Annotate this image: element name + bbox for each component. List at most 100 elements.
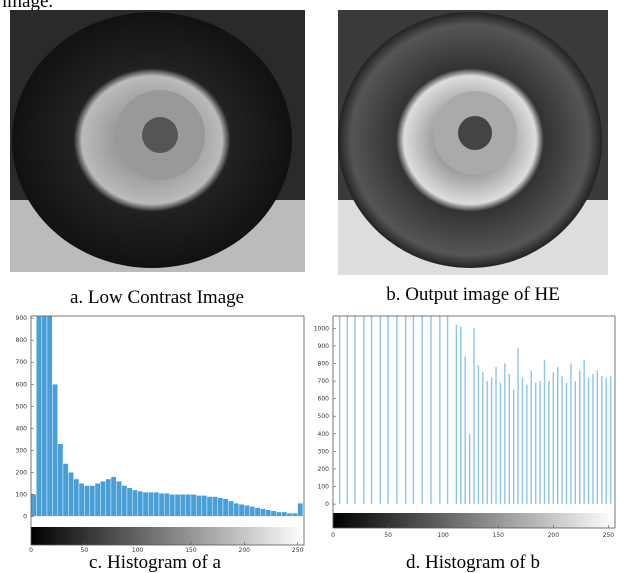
histogram-bar <box>212 497 217 517</box>
histogram-bar <box>207 497 212 517</box>
histogram-bar <box>116 481 121 516</box>
bar <box>557 367 558 504</box>
plot-area <box>31 316 304 545</box>
bar <box>500 383 501 504</box>
bar <box>422 316 423 504</box>
y-tick-label: 600 <box>318 396 330 403</box>
figure-page: image. a. Low Contrast Image b. Output i… <box>0 0 618 573</box>
y-tick-label: 1000 <box>314 325 329 332</box>
histogram-bar <box>138 491 143 516</box>
y-tick-label: 900 <box>318 343 330 350</box>
bar <box>539 381 540 504</box>
histogram-bar <box>228 501 233 516</box>
histogram-bar <box>42 316 47 516</box>
bar <box>456 325 457 504</box>
histogram-bar <box>239 504 244 516</box>
histogram-bar <box>122 486 127 517</box>
y-tick-label: 700 <box>16 359 28 366</box>
y-tick-label: 900 <box>16 315 28 322</box>
histogram-bar <box>244 505 249 516</box>
bar <box>347 316 348 504</box>
bar <box>544 360 545 504</box>
bar <box>464 356 465 504</box>
histogram-bar <box>276 512 281 516</box>
bar <box>561 376 562 504</box>
bar <box>597 370 598 504</box>
bar <box>553 372 554 504</box>
bar <box>513 390 514 504</box>
bar <box>575 381 576 504</box>
histogram-bar <box>148 492 153 516</box>
bar <box>396 316 397 504</box>
bar <box>354 316 355 504</box>
histogram-bar <box>170 494 175 516</box>
bar <box>605 378 606 505</box>
histogram-bar <box>154 492 159 516</box>
x-tick-label: 250 <box>603 532 615 539</box>
bar <box>371 316 372 504</box>
histogram-bar <box>159 493 164 516</box>
bar <box>522 378 523 505</box>
x-tick-label: 250 <box>292 547 304 554</box>
histogram-bar <box>292 513 297 516</box>
histogram-bar <box>106 479 111 516</box>
bar <box>592 374 593 504</box>
image-a <box>10 10 305 272</box>
bar <box>413 316 414 504</box>
y-tick-label: 300 <box>16 447 28 454</box>
bar <box>509 374 510 504</box>
bar <box>430 316 431 504</box>
bar <box>601 376 602 504</box>
bar <box>588 378 589 505</box>
histogram-bar <box>100 481 105 516</box>
x-tick-label: 0 <box>29 547 33 554</box>
y-tick-label: 700 <box>318 378 330 385</box>
histogram-bar <box>84 486 89 517</box>
bar <box>491 378 492 505</box>
y-tick-label: 400 <box>16 425 28 432</box>
y-tick-label: 100 <box>16 491 28 498</box>
x-tick-label: 200 <box>239 547 251 554</box>
y-tick-label: 200 <box>318 466 330 473</box>
bar <box>482 372 483 504</box>
x-tick-label: 150 <box>493 532 505 539</box>
bar <box>469 434 470 504</box>
histogram-bar <box>287 513 292 516</box>
bar <box>478 365 479 504</box>
colorbar <box>31 527 304 545</box>
histogram-bar <box>196 495 201 516</box>
bar <box>460 327 461 505</box>
bar <box>363 316 364 504</box>
histogram-bar <box>180 494 185 516</box>
x-tick-label: 0 <box>331 532 335 539</box>
figure-caption: c. Histogram of a <box>89 552 221 573</box>
y-tick-label: 200 <box>16 469 28 476</box>
histogram-bar <box>68 472 73 516</box>
bar <box>473 328 474 504</box>
y-tick-label: 500 <box>16 403 28 410</box>
x-tick-label: 100 <box>437 532 449 539</box>
bar <box>570 363 571 504</box>
histogram-bar <box>266 510 271 517</box>
figure-caption: a. Low Contrast Image <box>70 287 244 308</box>
histogram-bar <box>260 509 265 517</box>
x-tick-label: 200 <box>548 532 560 539</box>
bar <box>487 381 488 504</box>
histogram-bar <box>36 316 41 516</box>
histogram-bar <box>63 464 68 517</box>
histogram-bar <box>218 498 223 517</box>
histogram-bar <box>31 494 36 516</box>
histogram-bar <box>175 494 180 516</box>
histogram-bar <box>202 495 207 516</box>
histogram-bar <box>95 483 100 516</box>
y-tick-label: 100 <box>318 484 330 491</box>
bar <box>531 370 532 504</box>
bar <box>535 383 536 504</box>
histogram-bar <box>132 490 137 516</box>
bar <box>610 376 611 504</box>
histogram-bar <box>47 316 52 516</box>
bar <box>579 370 580 504</box>
histogram-bar <box>127 488 132 517</box>
bar <box>504 363 505 504</box>
bar <box>526 385 527 505</box>
